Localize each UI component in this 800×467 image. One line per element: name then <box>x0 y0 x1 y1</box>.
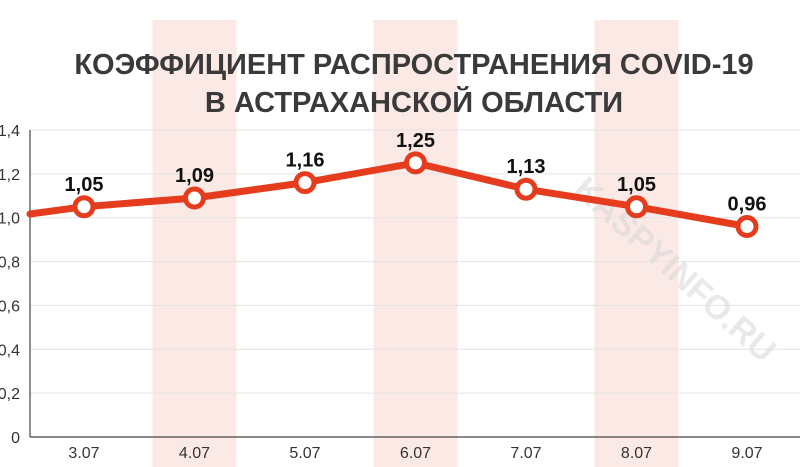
y-tick-label: 0,6 <box>0 298 20 315</box>
data-label: 1,13 <box>507 156 546 178</box>
x-tick-label: 9.07 <box>731 445 762 462</box>
column-bands <box>152 20 679 467</box>
column-band <box>594 20 679 467</box>
y-tick-label: 0,4 <box>0 342 20 359</box>
y-axis-ticks: 0 0,2 0,4 0,6 0,8 1,0 1,2 1,4 <box>0 123 20 447</box>
series-path <box>26 159 751 230</box>
x-tick-label: 6.07 <box>400 445 431 462</box>
y-tick-label: 0 <box>11 430 20 447</box>
x-tick-label: 3.07 <box>68 445 99 462</box>
y-tick-label: 0,8 <box>0 255 20 272</box>
data-point <box>72 195 96 219</box>
data-label: 1,09 <box>175 165 214 187</box>
series-line <box>26 159 751 230</box>
data-point <box>293 171 317 195</box>
column-band <box>152 20 237 467</box>
data-label: 1,05 <box>65 174 104 196</box>
data-point <box>183 186 206 210</box>
gridlines <box>30 129 800 394</box>
x-tick-label: 4.07 <box>179 445 210 462</box>
data-point <box>514 177 538 201</box>
y-tick-label: 1,0 <box>0 211 20 228</box>
x-tick-label: 7.07 <box>510 445 541 462</box>
x-tick-label: 8.07 <box>621 445 652 462</box>
chart-title-line-1: КОЭФФИЦИЕНТ РАСПРОСТРАНЕНИЯ COVID-19 <box>74 49 753 81</box>
data-point <box>404 151 427 175</box>
column-band <box>373 20 458 467</box>
data-points <box>72 151 759 238</box>
y-tick-label: 1,2 <box>0 167 20 184</box>
y-tick-label: 1,4 <box>0 123 20 140</box>
data-label: 1,05 <box>617 174 656 196</box>
y-tick-label: 0,2 <box>0 386 20 403</box>
data-labels: 1,05 1,09 1,16 1,25 1,13 1,05 0,96 <box>65 130 767 216</box>
x-tick-label: 5.07 <box>289 445 320 462</box>
data-label: 1,16 <box>286 150 325 172</box>
data-point <box>625 195 648 219</box>
data-label: 1,25 <box>396 130 435 152</box>
data-label: 0,96 <box>728 193 767 215</box>
x-axis: 3.07 4.07 5.07 6.07 7.07 8.07 9.07 <box>29 130 800 462</box>
chart-title-line-2: В АСТРАХАНСКОЙ ОБЛАСТИ <box>205 85 623 119</box>
data-point <box>735 214 759 238</box>
